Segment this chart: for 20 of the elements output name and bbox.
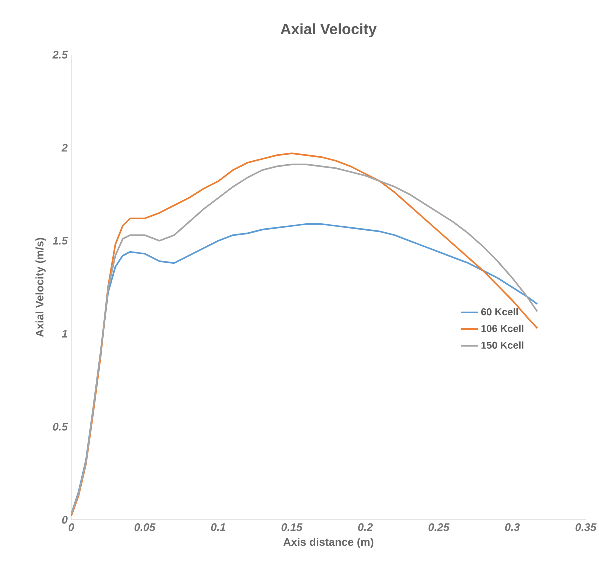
- y-tick-label: 2: [62, 144, 68, 152]
- x-tick-label: 0.05: [134, 524, 156, 532]
- y-tick-label: 1.5: [52, 237, 68, 245]
- y-tick-label: 2.5: [52, 51, 68, 59]
- x-tick-label: 0.1: [211, 524, 226, 532]
- x-tick-label: 0.3: [505, 524, 520, 532]
- y-tick-label: 0.5: [53, 423, 68, 431]
- x-tick-label: 0.25: [428, 524, 450, 532]
- chart-title: Axial Velocity: [280, 24, 377, 38]
- x-axis-title: Axis distance (m): [284, 538, 374, 548]
- y-tick-label: 1: [62, 330, 68, 338]
- x-tick-label: 0.2: [358, 524, 374, 532]
- legend-label: 150 Kcell: [482, 342, 524, 349]
- y-tick-label: 0: [62, 516, 68, 524]
- x-tick-label: 0.15: [282, 524, 303, 532]
- x-tick-label: 0.35: [576, 524, 597, 532]
- y-axis-title: Axial Velocity (m/s): [36, 238, 46, 338]
- legend-label: 60 Kcell: [481, 308, 518, 316]
- legend-label: 106 Kcell: [482, 324, 524, 332]
- x-tick-label: 0: [68, 524, 74, 532]
